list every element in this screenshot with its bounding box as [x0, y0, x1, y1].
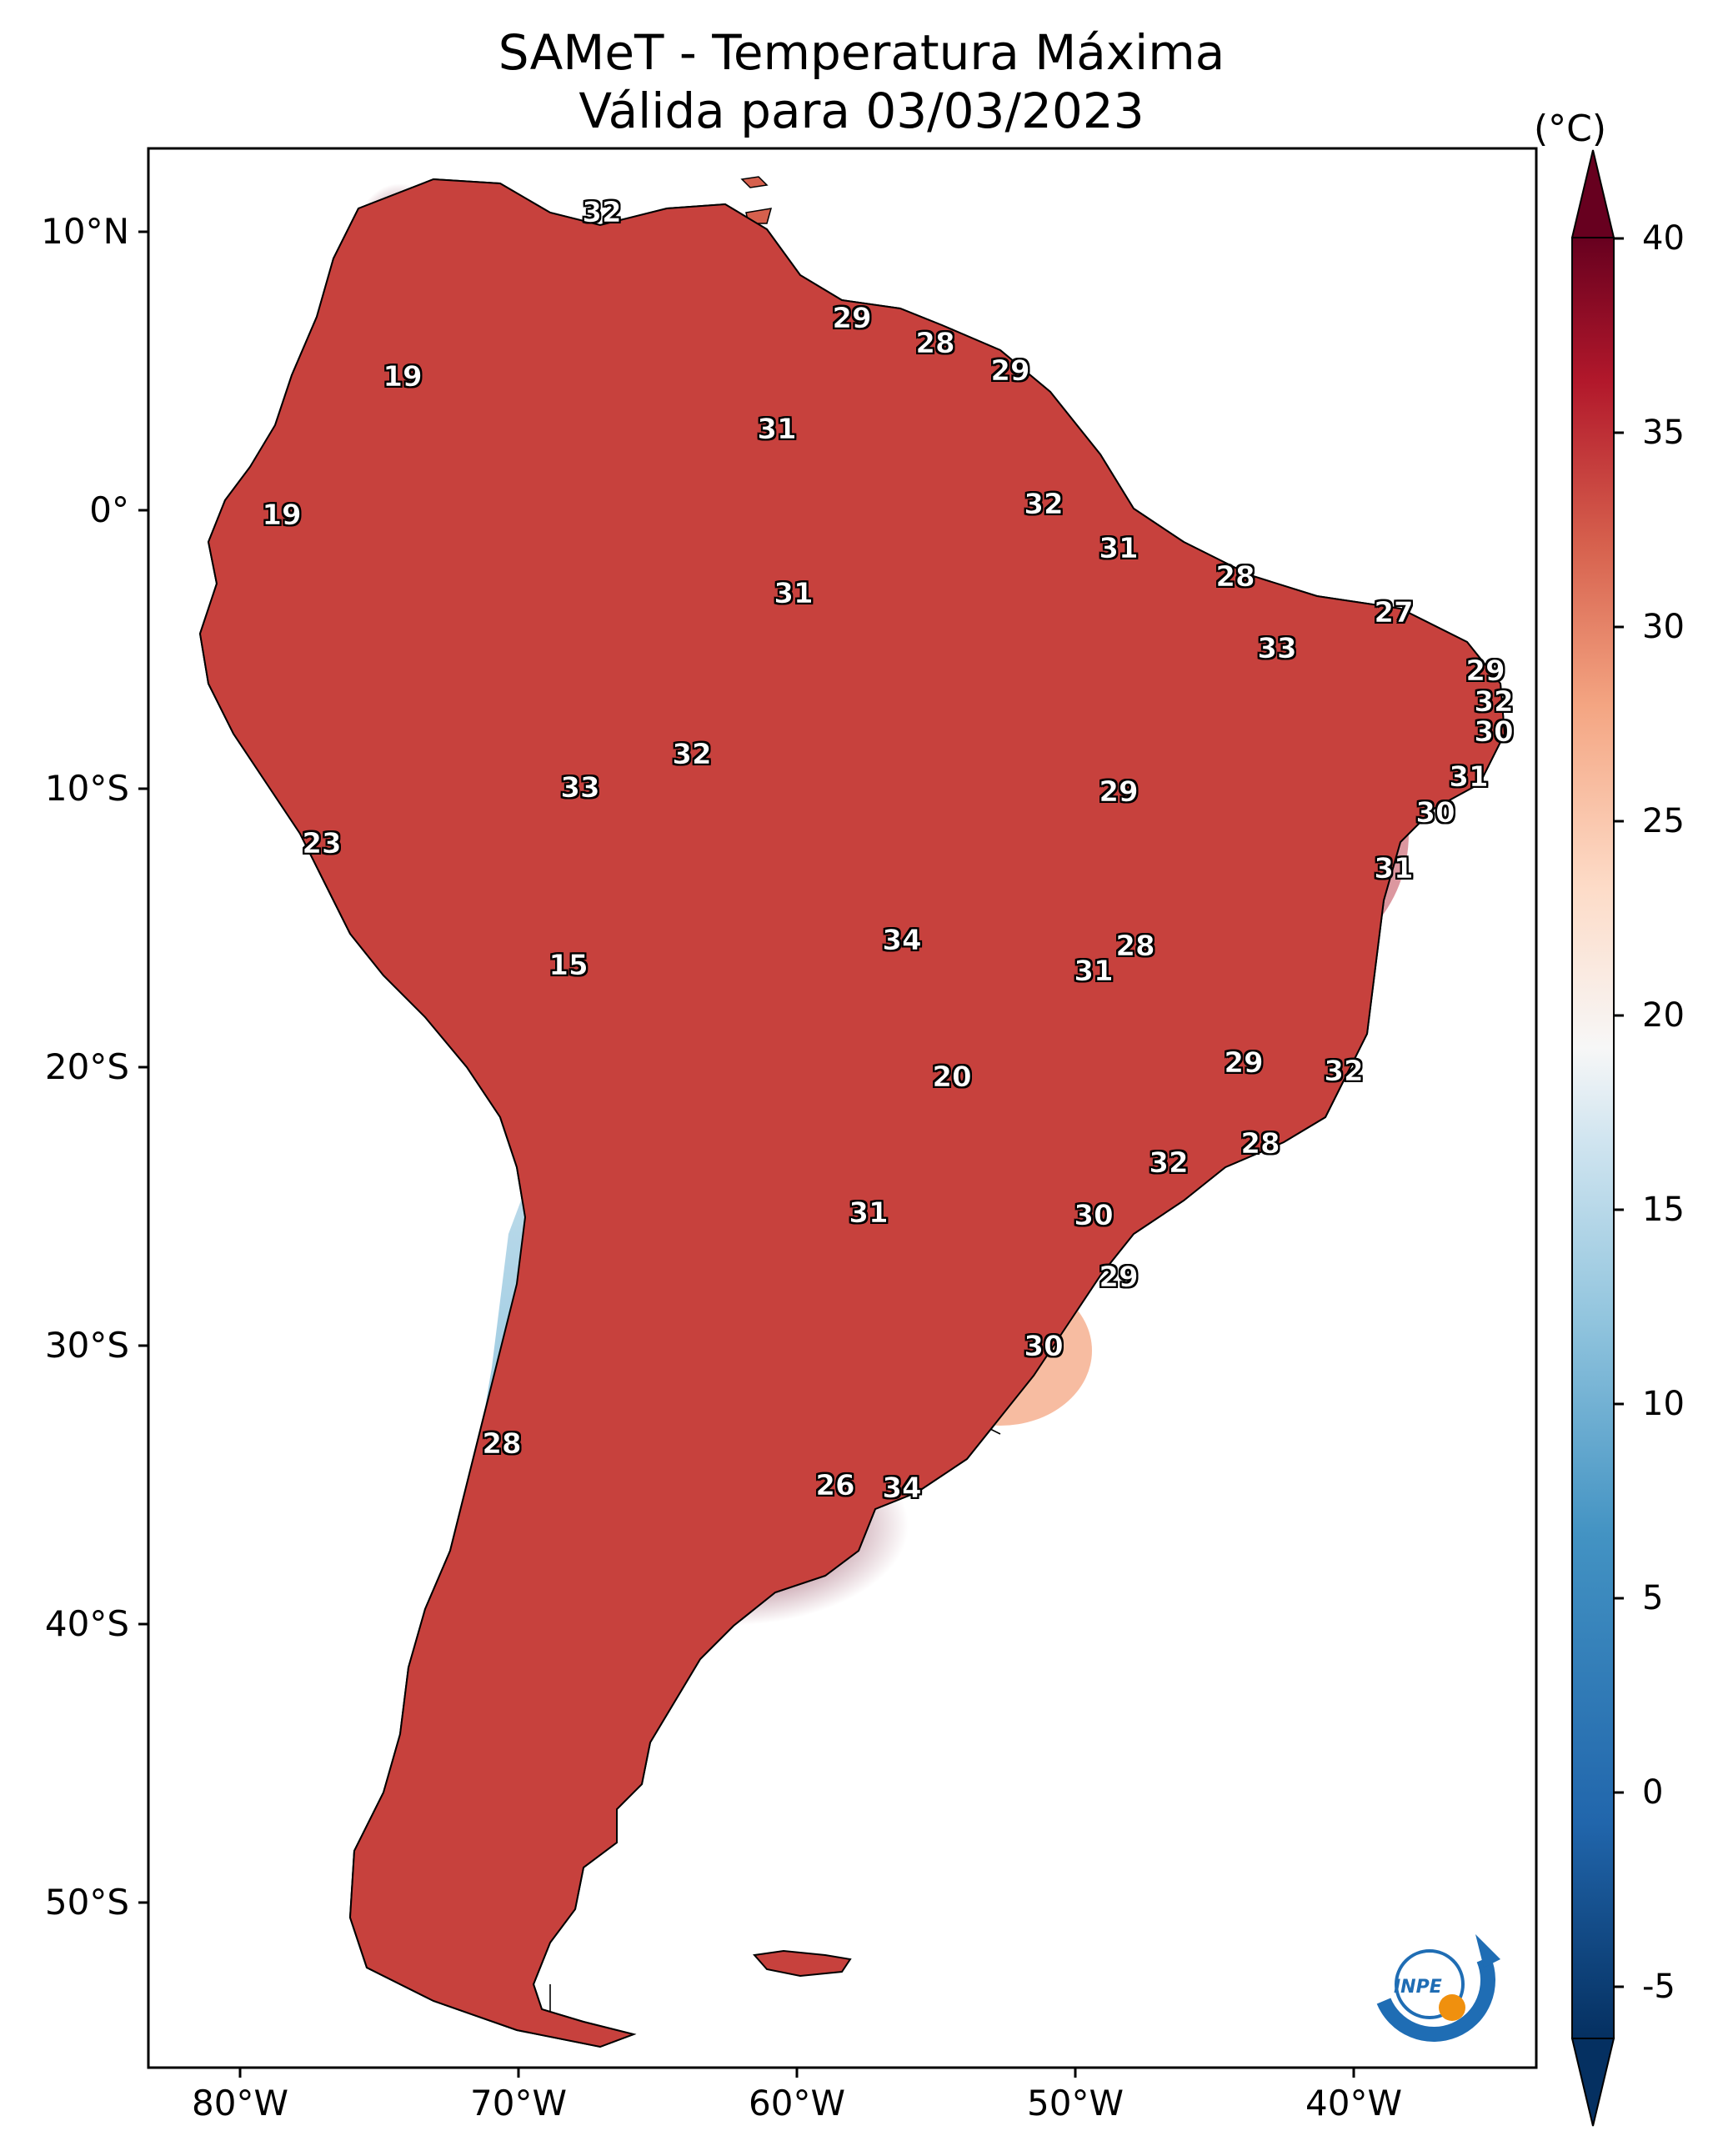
- map-frame: [147, 147, 1538, 2069]
- value-label: 30: [1474, 715, 1514, 750]
- value-label: 32: [1324, 1055, 1364, 1089]
- svg-text:INPE: INPE: [1394, 1977, 1442, 1998]
- colorbar-tick: 20: [1642, 996, 1685, 1035]
- colorbar-tick: 40: [1642, 219, 1685, 258]
- lat-tick-40s: 40°S: [44, 1603, 129, 1644]
- lon-tick-40w: 40°W: [1305, 2083, 1402, 2123]
- lon-tick-80w: 80°W: [192, 2083, 288, 2123]
- value-label: 31: [849, 1196, 889, 1231]
- value-label: 33: [560, 771, 600, 805]
- lat-tick-10n: 10°N: [41, 211, 129, 252]
- value-label: 29: [990, 354, 1030, 389]
- lon-tick-60w: 60°W: [749, 2083, 845, 2123]
- value-label: 29: [1099, 1261, 1139, 1295]
- value-label: 28: [482, 1427, 522, 1462]
- inpe-logo: INPE: [1359, 1909, 1509, 2051]
- lat-tick-20s: 20°S: [44, 1046, 129, 1087]
- value-label: 31: [1099, 532, 1139, 566]
- map-title: SAMeT - Temperatura Máxima: [498, 24, 1225, 81]
- value-label: 32: [582, 196, 622, 230]
- value-label: 27: [1374, 596, 1414, 630]
- colorbar-tick: -5: [1642, 1968, 1675, 2006]
- map-subtitle: Válida para 03/03/2023: [579, 83, 1144, 139]
- value-label: 29: [1465, 654, 1505, 689]
- value-label: 30: [1024, 1330, 1064, 1364]
- colorbar: [1570, 149, 1624, 2127]
- lat-tick-0: 0°: [89, 489, 129, 530]
- colorbar-unit: (°C): [1534, 108, 1607, 150]
- value-label: 19: [383, 360, 423, 394]
- value-label: 34: [882, 1472, 922, 1506]
- value-label: 29: [1099, 775, 1139, 810]
- value-label: 20: [932, 1060, 972, 1095]
- colorbar-tick: 30: [1642, 608, 1685, 646]
- value-label: 33: [1257, 632, 1297, 666]
- value-label: 28: [1215, 560, 1255, 594]
- value-label: 32: [672, 738, 712, 772]
- value-label: 32: [1024, 488, 1064, 522]
- value-label: 15: [548, 949, 589, 983]
- value-label: 23: [302, 827, 342, 861]
- colorbar-tick: 25: [1642, 802, 1685, 840]
- colorbar-tick: 10: [1642, 1385, 1685, 1423]
- value-label: 28: [1240, 1127, 1280, 1161]
- value-label: 31: [1449, 760, 1489, 795]
- value-label: 32: [1149, 1146, 1189, 1181]
- colorbar-tick: 35: [1642, 414, 1685, 452]
- value-label: 31: [757, 413, 797, 447]
- value-label: 28: [1115, 930, 1155, 964]
- colorbar-tick: 15: [1642, 1191, 1685, 1229]
- lat-tick-50s: 50°S: [44, 1882, 129, 1923]
- lon-tick-70w: 70°W: [470, 2083, 567, 2123]
- lat-tick-30s: 30°S: [44, 1325, 129, 1366]
- colorbar-tick: 0: [1642, 1773, 1664, 1812]
- colorbar-tick: 5: [1642, 1579, 1664, 1617]
- value-label: 32: [1474, 685, 1514, 720]
- axis-ticks: [138, 230, 1355, 2078]
- value-label: 29: [1224, 1046, 1264, 1081]
- value-label: 31: [774, 577, 814, 611]
- value-label: 19: [262, 499, 302, 533]
- value-label: 31: [1374, 852, 1414, 886]
- lon-tick-50w: 50°W: [1027, 2083, 1124, 2123]
- lat-tick-10s: 10°S: [44, 768, 129, 809]
- value-label: 29: [832, 302, 872, 336]
- value-label: 30: [1074, 1199, 1114, 1233]
- value-label: 30: [1415, 796, 1455, 830]
- value-label: 26: [815, 1469, 855, 1503]
- value-label: 28: [915, 327, 955, 361]
- value-label: 31: [1074, 955, 1114, 989]
- value-label: 34: [882, 924, 922, 958]
